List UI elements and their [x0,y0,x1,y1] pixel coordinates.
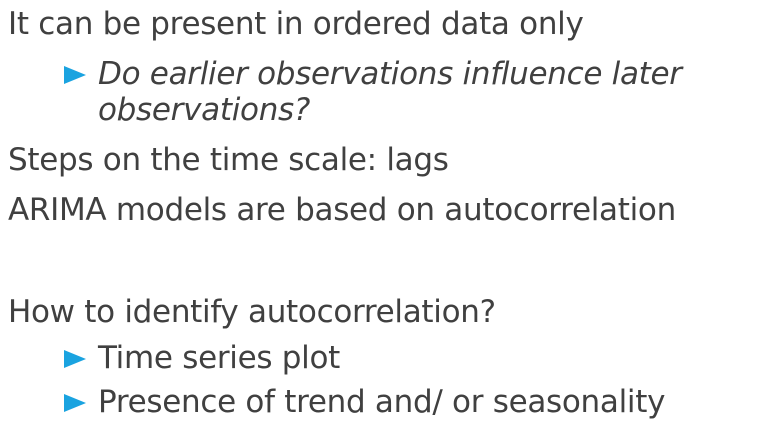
sub-bullet-text-line2: observations? [98,92,311,128]
bullet-text-arima: ARIMA models are based on autocorrelatio… [8,192,676,228]
sub-bullet-text-line1: Do earlier observations influence later [98,56,682,92]
sub-bullet-text: Time series plot [98,340,340,376]
bullet-text-lags: Steps on the time scale: lags [8,142,449,178]
triangle-right-icon [64,350,86,368]
sub-bullet-trend-seasonality: Presence of trend and/ or seasonality [64,384,665,420]
bullet-text-identify-autocorrelation: How to identify autocorrelation? [8,294,496,330]
triangle-right-icon [64,66,86,84]
sub-bullet-text: Do earlier observations influence later … [98,56,682,128]
sub-bullet-text: Presence of trend and/ or seasonality [98,384,666,420]
bullet-text-ordered-data: It can be present in ordered data only [8,6,584,42]
sub-bullet-earlier-observations: Do earlier observations influence later … [64,56,682,128]
triangle-right-icon [64,394,86,412]
sub-bullet-time-series-plot: Time series plot [64,340,340,376]
